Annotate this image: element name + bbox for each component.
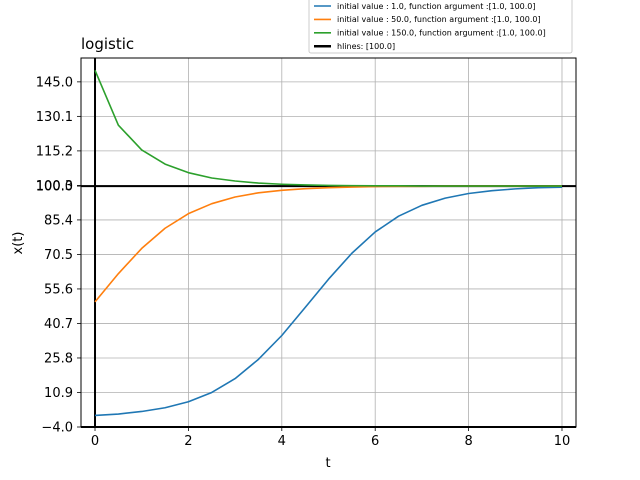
x-axis-ticks: 0 2 4 6 8 10 bbox=[91, 427, 570, 449]
y-tick-label: 55.6 bbox=[44, 282, 73, 297]
y-tick-label: 100.0 bbox=[36, 180, 73, 195]
series-line-2 bbox=[94, 69, 562, 187]
legend-label: initial value : 50.0, function argument … bbox=[337, 15, 541, 24]
x-tick-label: 4 bbox=[278, 434, 286, 449]
plot-frame bbox=[80, 57, 577, 428]
y-tick-label: −4.0 bbox=[41, 421, 73, 436]
legend-label: initial value : 1.0, function argument :… bbox=[337, 2, 536, 11]
y-tick-label: 70.5 bbox=[44, 248, 73, 263]
y-tick-label: 25.8 bbox=[44, 351, 73, 366]
series-line-1 bbox=[94, 185, 562, 303]
legend-label: hlines: [100.0] bbox=[337, 42, 395, 51]
series-lines bbox=[94, 69, 563, 417]
legend-label: initial value : 150.0, function argument… bbox=[337, 29, 546, 38]
x-tick-label: 0 bbox=[91, 434, 99, 449]
x-tick-label: 6 bbox=[371, 434, 379, 449]
y-tick-label: 100.3 bbox=[36, 179, 73, 194]
x-tick-label: 10 bbox=[554, 434, 571, 449]
y-tick-label: 10.9 bbox=[44, 386, 73, 401]
grid bbox=[81, 58, 576, 428]
y-axis-label: x(t) bbox=[11, 232, 26, 255]
y-tick-label: 40.7 bbox=[44, 317, 73, 332]
x-tick-label: 2 bbox=[184, 434, 192, 449]
y-tick-label: 145.0 bbox=[36, 75, 73, 90]
x-axis-label: t bbox=[325, 456, 330, 471]
y-tick-label: 130.1 bbox=[36, 110, 73, 125]
y-tick-label: 115.2 bbox=[36, 144, 73, 159]
y-tick-label: 85.4 bbox=[44, 213, 73, 228]
legend: initial value : 1.0, function argument :… bbox=[308, 0, 573, 54]
legend-box bbox=[308, 0, 573, 54]
horizontal-reference-lines bbox=[81, 185, 576, 428]
x-tick-label: 8 bbox=[464, 434, 472, 449]
chart-title: logistic bbox=[81, 35, 134, 53]
series-line-0 bbox=[94, 186, 563, 417]
